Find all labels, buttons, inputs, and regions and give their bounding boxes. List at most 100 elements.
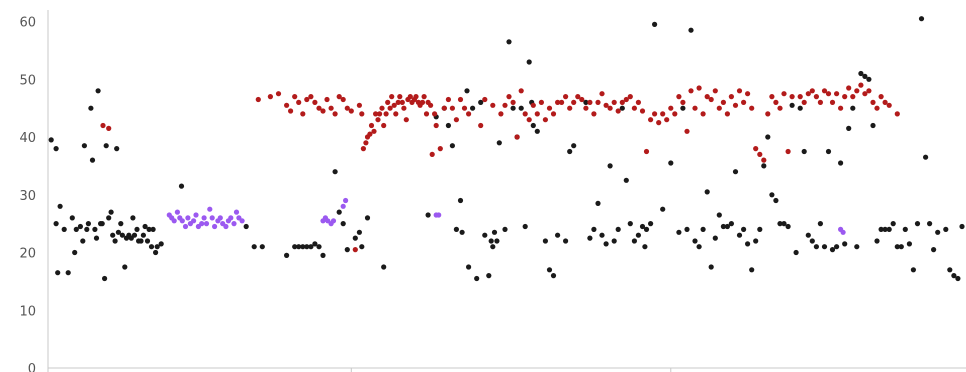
data-point xyxy=(340,221,346,227)
data-point xyxy=(284,102,290,108)
data-point xyxy=(619,99,625,105)
data-point xyxy=(749,105,755,111)
data-point xyxy=(838,105,844,111)
data-point xyxy=(761,163,767,169)
data-point xyxy=(886,102,892,108)
data-point xyxy=(494,238,500,244)
data-point xyxy=(862,73,868,79)
data-point xyxy=(312,241,318,247)
data-point xyxy=(199,221,205,227)
data-point xyxy=(862,91,868,97)
data-point xyxy=(373,111,379,117)
data-point xyxy=(231,221,237,227)
data-point xyxy=(118,221,124,227)
data-point xyxy=(320,108,326,114)
data-point xyxy=(664,117,670,123)
data-point xyxy=(821,244,828,250)
data-point xyxy=(474,275,480,282)
data-point xyxy=(413,94,419,100)
data-point xyxy=(825,148,832,155)
data-point xyxy=(496,140,502,146)
data-point xyxy=(134,226,140,232)
data-point xyxy=(797,105,803,111)
data-point xyxy=(781,221,787,227)
data-point xyxy=(874,238,880,244)
data-point xyxy=(603,102,609,108)
data-point xyxy=(809,238,815,244)
data-point xyxy=(878,226,884,232)
data-point xyxy=(732,102,739,108)
data-point xyxy=(918,16,925,22)
data-point xyxy=(696,244,702,250)
data-point xyxy=(886,226,892,232)
data-point xyxy=(217,215,223,221)
data-point xyxy=(381,264,387,270)
data-point xyxy=(292,94,298,100)
data-point xyxy=(99,221,105,227)
data-point xyxy=(955,275,961,282)
data-point xyxy=(401,105,407,111)
data-point xyxy=(894,111,900,117)
data-point xyxy=(542,238,549,244)
data-point xyxy=(789,94,795,100)
data-point xyxy=(534,111,540,117)
data-point xyxy=(182,223,189,230)
data-point xyxy=(894,244,900,250)
data-point xyxy=(716,212,722,218)
y-tick-label: 50 xyxy=(19,73,36,88)
data-point xyxy=(745,241,751,247)
data-point xyxy=(506,39,512,45)
data-point xyxy=(395,99,401,105)
data-point xyxy=(652,21,658,27)
data-point xyxy=(850,94,856,100)
data-point xyxy=(603,241,609,247)
data-point xyxy=(773,197,779,204)
data-point xyxy=(275,91,282,97)
data-point xyxy=(765,134,771,140)
data-point xyxy=(304,244,310,250)
data-point xyxy=(724,223,731,230)
data-point xyxy=(728,221,735,227)
data-point xyxy=(466,111,472,117)
data-point xyxy=(53,146,59,152)
data-point xyxy=(870,99,876,105)
data-point xyxy=(486,273,492,279)
data-point xyxy=(368,122,375,129)
data-point xyxy=(571,143,577,149)
data-point xyxy=(732,169,739,175)
data-point xyxy=(61,226,67,232)
data-point xyxy=(534,128,540,134)
data-point xyxy=(466,264,472,270)
data-point xyxy=(324,96,330,103)
data-point xyxy=(209,215,215,221)
y-tick-label: 0 xyxy=(28,362,36,372)
data-point xyxy=(680,105,686,111)
data-point xyxy=(611,238,617,244)
data-point xyxy=(359,111,365,117)
data-point xyxy=(829,247,836,253)
data-point xyxy=(858,70,864,77)
data-point xyxy=(829,99,836,105)
data-point xyxy=(478,99,484,105)
data-point xyxy=(122,264,128,270)
data-point xyxy=(615,226,621,232)
data-point xyxy=(89,157,96,163)
data-point xyxy=(432,111,438,117)
data-point xyxy=(591,111,597,117)
data-point xyxy=(296,244,302,250)
data-point xyxy=(825,91,832,97)
data-point xyxy=(627,221,633,227)
data-point xyxy=(700,226,706,232)
data-point xyxy=(445,122,451,129)
data-point xyxy=(736,232,743,238)
data-point xyxy=(716,105,722,111)
data-point xyxy=(648,117,654,123)
data-point xyxy=(316,244,322,250)
data-point xyxy=(193,212,199,218)
y-tick-label: 10 xyxy=(19,304,36,319)
data-point xyxy=(488,238,494,244)
data-point xyxy=(906,241,913,247)
data-point xyxy=(419,99,426,105)
data-point xyxy=(680,99,686,105)
